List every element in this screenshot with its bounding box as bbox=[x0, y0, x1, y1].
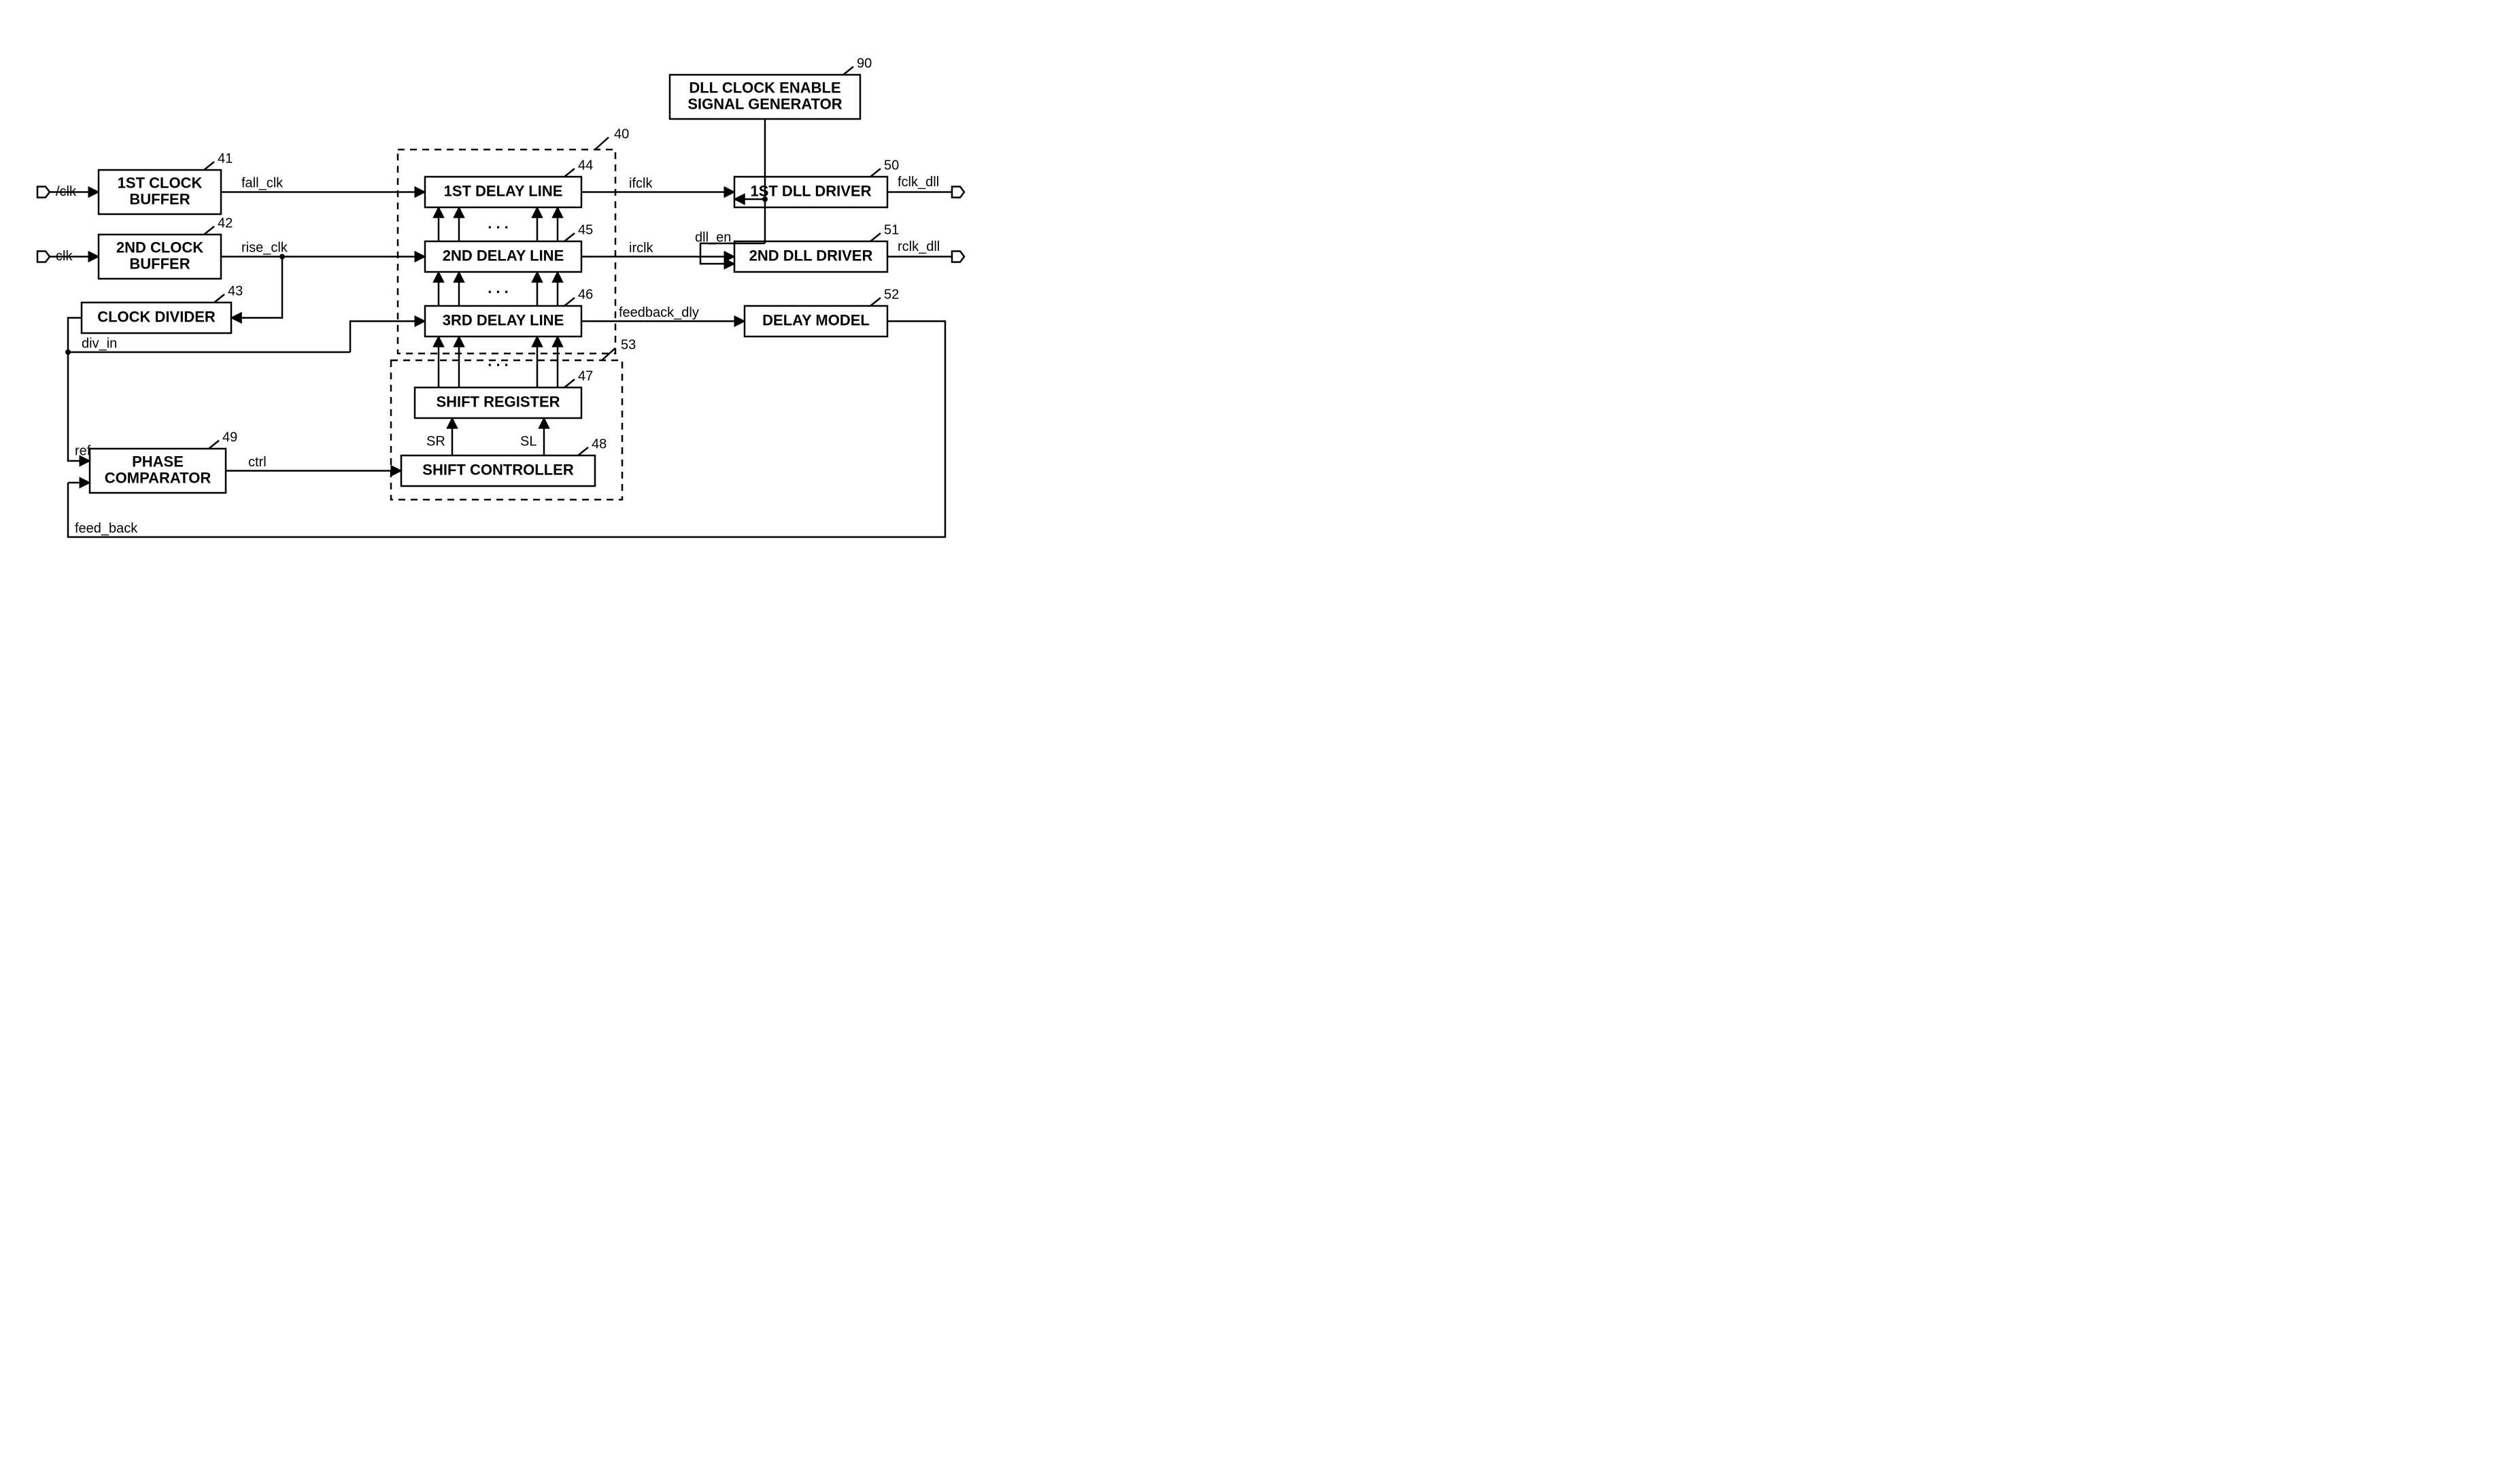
port-clkb-in bbox=[37, 187, 50, 198]
ref-45: 45 bbox=[578, 222, 593, 237]
block-46-label: 3RD DELAY LINE bbox=[443, 311, 564, 328]
ref-43: 43 bbox=[228, 283, 243, 298]
block-47-label: SHIFT REGISTER bbox=[436, 393, 560, 410]
ref-48: 48 bbox=[592, 436, 607, 451]
label-SL: SL bbox=[520, 434, 537, 449]
label-feed_back: feed_back bbox=[75, 521, 138, 536]
ref-53: 53 bbox=[621, 337, 636, 352]
block-44-label: 1ST DELAY LINE bbox=[444, 182, 563, 199]
ref-44: 44 bbox=[578, 158, 593, 173]
ref-49: 49 bbox=[222, 430, 237, 445]
label-irclk: irclk bbox=[629, 241, 654, 256]
block-90-label-2: SIGNAL GENERATOR bbox=[687, 95, 842, 112]
block-90-label-1: DLL CLOCK ENABLE bbox=[689, 79, 840, 96]
ref-47: 47 bbox=[578, 368, 593, 383]
label-ifclk: ifclk bbox=[629, 176, 653, 191]
arrows-47-46-dots: . . . bbox=[488, 352, 509, 369]
arrows-45-44-dots: . . . bbox=[488, 215, 509, 232]
label-dll_en: dll_en bbox=[695, 230, 731, 245]
port-rclk-dll bbox=[952, 252, 964, 262]
port-fclk-dll bbox=[952, 187, 964, 198]
block-41-label-1: 1ST CLOCK bbox=[118, 174, 203, 191]
port-clk-in bbox=[37, 252, 50, 262]
label-rclk_dll: rclk_dll bbox=[898, 239, 940, 254]
ref-50: 50 bbox=[884, 158, 899, 173]
ref-51: 51 bbox=[884, 222, 899, 237]
label-feedback_dly: feedback_dly bbox=[619, 305, 699, 320]
label-ctrl: ctrl bbox=[248, 455, 267, 470]
block-45-label: 2ND DELAY LINE bbox=[443, 247, 564, 264]
block-42-label-2: BUFFER bbox=[129, 255, 190, 272]
ref-52: 52 bbox=[884, 287, 899, 302]
block-52-label: DELAY MODEL bbox=[762, 311, 870, 328]
block-43-label: CLOCK DIVIDER bbox=[97, 308, 216, 325]
label-SR: SR bbox=[426, 434, 445, 449]
label-fclk_dll: fclk_dll bbox=[898, 175, 939, 190]
block-50-label: 1ST DLL DRIVER bbox=[750, 182, 871, 199]
block-51-label: 2ND DLL DRIVER bbox=[749, 247, 873, 264]
block-42-label-1: 2ND CLOCK bbox=[116, 239, 203, 256]
label-fall_clk: fall_clk bbox=[241, 175, 284, 190]
block-49-label-2: COMPARATOR bbox=[105, 469, 211, 486]
ref-40: 40 bbox=[614, 126, 629, 141]
block-48-label: SHIFT CONTROLLER bbox=[422, 461, 574, 478]
arrows-46-45-dots: . . . bbox=[488, 279, 509, 296]
ref-46: 46 bbox=[578, 287, 593, 302]
ref-41: 41 bbox=[218, 151, 233, 166]
label-rise_clk: rise_clk bbox=[241, 240, 288, 255]
ref-42: 42 bbox=[218, 215, 233, 230]
label-ref: ref bbox=[75, 443, 91, 458]
ref-90: 90 bbox=[857, 56, 872, 71]
wire-div-in-to-46 bbox=[350, 322, 425, 353]
block-49-label-1: PHASE bbox=[132, 453, 184, 470]
label-div_in: div_in bbox=[82, 336, 117, 351]
block-41-label-2: BUFFER bbox=[129, 190, 190, 207]
